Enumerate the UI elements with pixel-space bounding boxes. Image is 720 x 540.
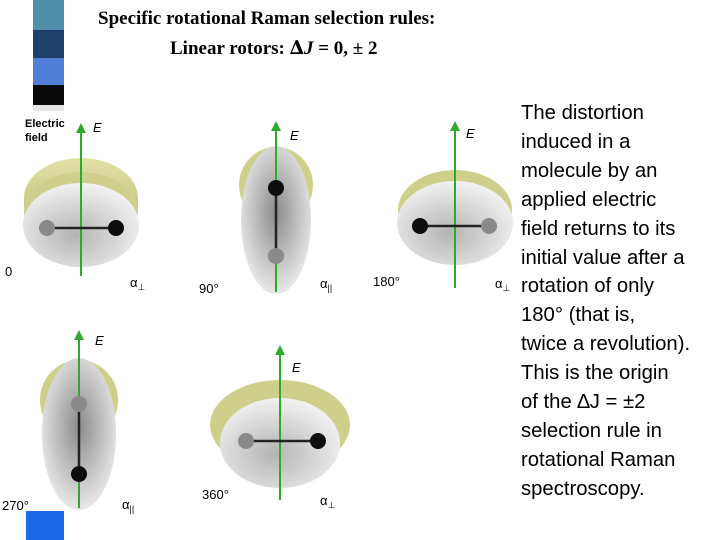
text-line: rotation of only <box>521 275 655 298</box>
large-atom <box>412 218 428 234</box>
molecule-0-deg: E 0 α⊥ <box>5 120 146 292</box>
decor-stripe <box>33 0 64 30</box>
alpha-symbol: α <box>130 275 138 290</box>
field-label: E <box>466 126 475 141</box>
text-line: This is the origin <box>521 362 669 385</box>
text-line: of the ∆J = ±2 <box>521 391 646 414</box>
text-line: field returns to its <box>521 217 676 240</box>
delta-symbol: ∆ <box>289 37 304 59</box>
text-line: induced in a <box>521 130 631 153</box>
field-label: E <box>93 120 102 135</box>
small-atom <box>238 433 254 449</box>
alpha-subscript: ⊥ <box>503 283 511 293</box>
large-atom <box>268 180 284 196</box>
subtitle-prefix: Linear rotors: <box>170 38 285 59</box>
text-line: molecule by an <box>521 159 658 182</box>
legend-electric: Electric <box>25 118 65 130</box>
explanation-text: The distortion induced in a molecule by … <box>521 99 720 504</box>
alpha-label: α⊥ <box>320 493 336 510</box>
alpha-symbol: α <box>320 493 328 508</box>
slide-subtitle: Linear rotors: ∆J = 0, ± 2 <box>170 37 377 60</box>
slide-title: Specific rotational Raman selection rule… <box>98 8 436 29</box>
angle-label: 180° <box>373 274 400 289</box>
small-atom <box>481 218 497 234</box>
alpha-subscript: ⊥ <box>138 282 146 292</box>
alpha-symbol: α <box>320 276 328 291</box>
subtitle-suffix: = 0, ± 2 <box>318 38 378 59</box>
field-label: E <box>290 128 299 143</box>
decor-stripe <box>33 85 64 105</box>
angle-label: 360° <box>202 487 229 502</box>
molecule-90-deg: E 90° α|| <box>199 121 332 296</box>
alpha-label: α⊥ <box>495 276 511 293</box>
alpha-subscript: || <box>328 283 333 293</box>
alpha-label: α|| <box>320 276 332 293</box>
alpha-label: α⊥ <box>130 275 146 292</box>
alpha-symbol: α <box>122 497 130 512</box>
text-line: spectroscopy. <box>521 477 645 500</box>
small-atom <box>268 248 284 264</box>
large-atom <box>108 220 124 236</box>
molecule-270-deg: E 270° α|| <box>2 330 134 514</box>
text-line: The distortion <box>521 102 644 124</box>
alpha-subscript: || <box>130 504 135 514</box>
alpha-subscript: ⊥ <box>328 500 336 510</box>
text-line: rotational Raman <box>521 448 676 471</box>
text-line: twice a revolution). <box>521 333 691 356</box>
decor-stripe-bottom <box>26 511 64 540</box>
text-line: selection rule in <box>521 419 662 442</box>
large-atom <box>310 433 326 449</box>
j-symbol: J <box>303 38 314 59</box>
molecule-360-deg: E 360° α⊥ <box>202 345 350 510</box>
text-line: applied electric <box>521 188 657 211</box>
decor-stripe <box>33 58 64 85</box>
legend-field: field <box>25 132 48 144</box>
angle-label: 90° <box>199 281 219 296</box>
angle-label: 0 <box>5 264 12 279</box>
text-line: 180° (that is, <box>521 304 636 327</box>
alpha-label: α|| <box>122 497 134 514</box>
decor-stripe <box>33 30 64 58</box>
molecule-180-deg: E 180° α⊥ <box>373 121 513 293</box>
angle-label: 270° <box>2 498 29 513</box>
decor-stripe <box>33 105 64 111</box>
alpha-symbol: α <box>495 276 503 291</box>
field-label: E <box>292 360 301 375</box>
halo-shape <box>24 158 138 212</box>
field-label: E <box>95 333 104 348</box>
text-line: initial value after a <box>521 246 685 269</box>
small-atom <box>71 396 87 412</box>
small-atom <box>39 220 55 236</box>
large-atom <box>71 466 87 482</box>
